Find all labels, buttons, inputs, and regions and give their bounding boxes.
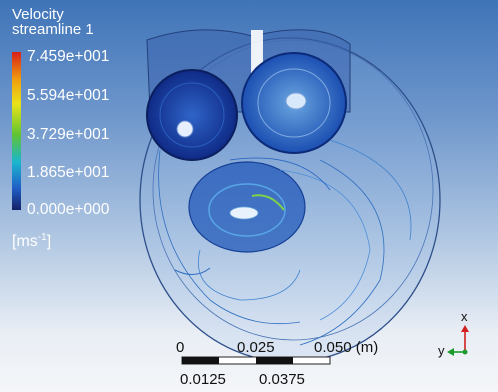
axis-x-label: x <box>461 309 468 324</box>
streamline <box>174 267 211 275</box>
scale-bar-segment-2 <box>256 357 293 364</box>
right-vortex-ring <box>257 68 331 138</box>
axis-x-arrowhead <box>461 325 469 332</box>
lower-swirl-core <box>229 206 259 220</box>
scale-label-0025: 0.025 <box>237 339 275 356</box>
legend-units: [ms-1] <box>12 232 52 250</box>
legend-tick-3: 3.729e+001 <box>27 126 110 143</box>
fast-streak <box>251 194 285 211</box>
axis-y-arrowhead <box>447 348 454 356</box>
streamline <box>279 169 371 321</box>
scale-label-0: 0 <box>176 339 185 356</box>
legend-title-line2: streamline 1 <box>12 21 94 38</box>
axis-origin <box>462 349 468 355</box>
scale-label-0050: 0.050 (m) <box>314 339 379 356</box>
legend-tick-2: 5.594e+001 <box>27 87 110 104</box>
scale-bar-segment-1 <box>182 357 219 364</box>
axis-y-label: y <box>438 343 445 358</box>
streamline <box>229 157 331 191</box>
lower-swirl-ring <box>208 183 286 237</box>
scale-label-00125: 0.0125 <box>180 371 226 388</box>
legend-title-line1: Velocity <box>12 6 64 23</box>
scale-label-00375: 0.0375 <box>259 371 305 388</box>
streamline <box>329 139 412 241</box>
right-vortex-core <box>285 92 307 110</box>
left-vortex-core <box>176 120 194 138</box>
legend-tick-min: 0.000e+000 <box>27 201 110 218</box>
legend-title: Velocity streamline 1 <box>12 7 94 37</box>
left-vortex-ring <box>159 82 225 148</box>
legend-color-bar <box>12 52 21 210</box>
streamline <box>198 249 301 301</box>
legend-tick-max: 7.459e+001 <box>27 48 110 65</box>
streamline <box>299 159 385 346</box>
streamline <box>158 149 301 325</box>
legend-tick-4: 1.865e+001 <box>27 164 110 181</box>
